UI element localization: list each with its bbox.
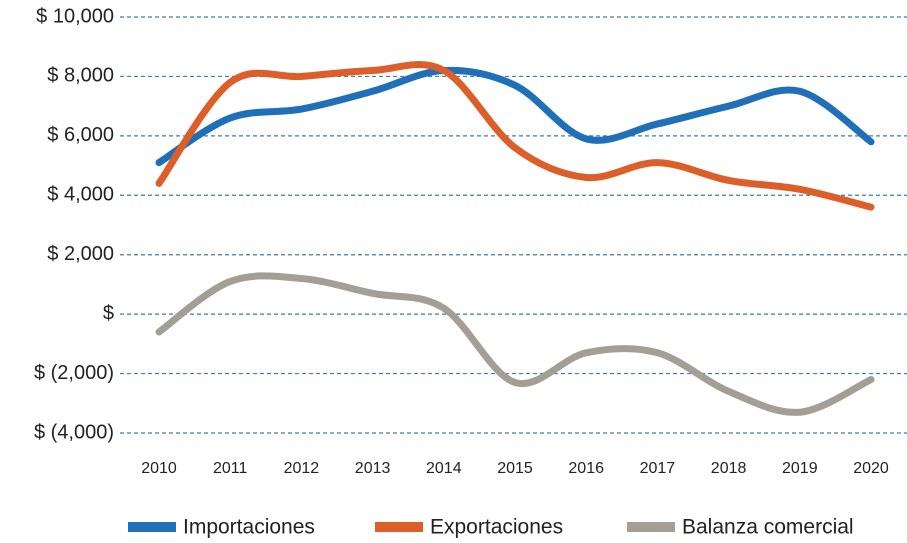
legend-label: Exportaciones — [430, 516, 563, 539]
x-tick-label: 2013 — [355, 460, 391, 477]
legend-swatch — [128, 522, 176, 532]
x-tick-label: 2019 — [782, 460, 818, 477]
line-series — [155, 272, 875, 416]
y-tick-label: $ (2,000) — [34, 362, 114, 384]
x-tick-label: 2020 — [853, 460, 889, 477]
y-tick-label: $ 8,000 — [47, 65, 114, 87]
y-tick-label: $ 4,000 — [47, 184, 114, 206]
x-tick-label: 2012 — [284, 460, 320, 477]
legend-label: Importaciones — [183, 516, 315, 539]
y-tick-label: $ 6,000 — [47, 124, 114, 146]
line-series — [155, 61, 875, 211]
y-tick-label: $ 10,000 — [36, 5, 114, 27]
y-tick-label: $ — [103, 302, 114, 324]
x-tick-label: 2011 — [213, 460, 248, 477]
legend-swatch — [627, 522, 675, 532]
x-tick-label: 2015 — [497, 460, 533, 477]
x-tick-label: 2018 — [711, 460, 747, 477]
legend-label: Balanza comercial — [682, 516, 854, 539]
y-tick-label: $ 2,000 — [47, 243, 114, 265]
x-tick-label: 2017 — [640, 460, 676, 477]
x-tick-label: 2010 — [141, 460, 177, 477]
x-tick-label: 2014 — [426, 460, 462, 477]
x-tick-label: 2016 — [568, 460, 604, 477]
y-tick-label: $ (4,000) — [34, 421, 114, 443]
line-series — [155, 66, 875, 167]
legend-swatch — [375, 522, 423, 532]
